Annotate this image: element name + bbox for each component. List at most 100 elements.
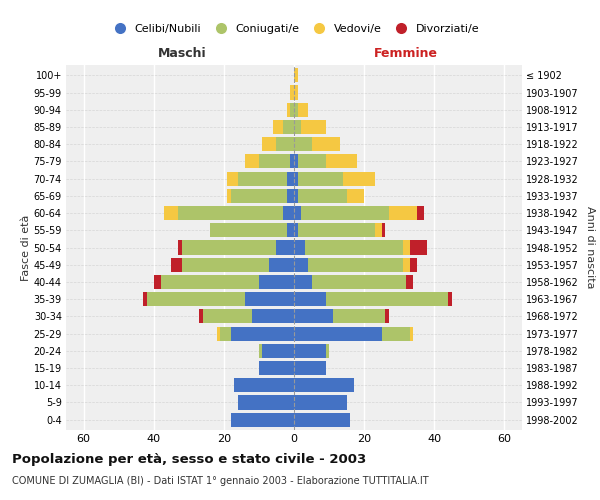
Bar [298,102,308,117]
Text: Popolazione per età, sesso e stato civile - 2003: Popolazione per età, sesso e stato civil… [12,452,366,466]
Bar [403,258,410,272]
Bar [287,223,294,238]
Bar [182,240,277,254]
Bar [294,240,305,254]
Legend: Celibi/Nubili, Coniugati/e, Vedovi/e, Divorziati/e: Celibi/Nubili, Coniugati/e, Vedovi/e, Di… [104,20,484,38]
Bar [252,310,294,324]
Bar [262,137,277,152]
Bar [294,223,298,238]
Bar [283,120,294,134]
Bar [298,223,374,238]
Bar [171,258,182,272]
Bar [406,275,413,289]
Bar [217,326,220,340]
Bar [143,292,146,306]
Bar [294,275,311,289]
Bar [231,326,294,340]
Bar [245,292,294,306]
Bar [146,292,245,306]
Bar [164,206,178,220]
Bar [294,120,301,134]
Bar [298,189,347,203]
Bar [259,344,262,358]
Bar [382,326,410,340]
Y-axis label: Anni di nascita: Anni di nascita [584,206,595,289]
Bar [332,310,385,324]
Bar [382,223,385,238]
Bar [389,206,417,220]
Bar [287,189,294,203]
Bar [294,172,298,185]
Bar [231,189,287,203]
Bar [410,326,413,340]
Bar [308,258,403,272]
Bar [287,102,290,117]
Bar [410,258,417,272]
Bar [290,86,294,100]
Y-axis label: Fasce di età: Fasce di età [20,214,31,280]
Bar [294,137,311,152]
Bar [245,154,259,168]
Bar [227,172,238,185]
Bar [182,258,269,272]
Bar [231,412,294,426]
Bar [326,292,448,306]
Bar [305,240,403,254]
Bar [259,154,290,168]
Bar [294,102,298,117]
Bar [417,206,424,220]
Bar [294,361,326,375]
Bar [273,120,283,134]
Bar [290,154,294,168]
Bar [294,344,326,358]
Bar [294,412,350,426]
Bar [326,344,329,358]
Bar [283,206,294,220]
Bar [154,275,161,289]
Bar [294,292,326,306]
Bar [178,240,182,254]
Bar [259,361,294,375]
Bar [347,189,364,203]
Bar [235,378,294,392]
Bar [161,275,259,289]
Bar [301,206,389,220]
Bar [410,240,427,254]
Bar [298,172,343,185]
Bar [403,240,410,254]
Bar [294,396,347,409]
Bar [277,137,294,152]
Bar [210,223,287,238]
Bar [199,310,203,324]
Bar [294,68,298,82]
Bar [448,292,452,306]
Bar [227,189,231,203]
Text: COMUNE DI ZUMAGLIA (BI) - Dati ISTAT 1° gennaio 2003 - Elaborazione TUTTITALIA.I: COMUNE DI ZUMAGLIA (BI) - Dati ISTAT 1° … [12,476,428,486]
Bar [262,344,294,358]
Bar [294,378,353,392]
Bar [277,240,294,254]
Bar [298,154,326,168]
Bar [311,275,406,289]
Bar [311,137,340,152]
Bar [178,206,283,220]
Bar [301,120,326,134]
Bar [290,102,294,117]
Bar [238,172,287,185]
Bar [294,326,382,340]
Bar [203,310,252,324]
Bar [294,154,298,168]
Bar [385,310,389,324]
Bar [294,258,308,272]
Bar [287,172,294,185]
Bar [294,86,298,100]
Text: Femmine: Femmine [374,47,438,60]
Bar [343,172,374,185]
Bar [294,206,301,220]
Bar [238,396,294,409]
Bar [220,326,231,340]
Bar [326,154,357,168]
Bar [269,258,294,272]
Bar [294,189,298,203]
Text: Maschi: Maschi [157,47,206,60]
